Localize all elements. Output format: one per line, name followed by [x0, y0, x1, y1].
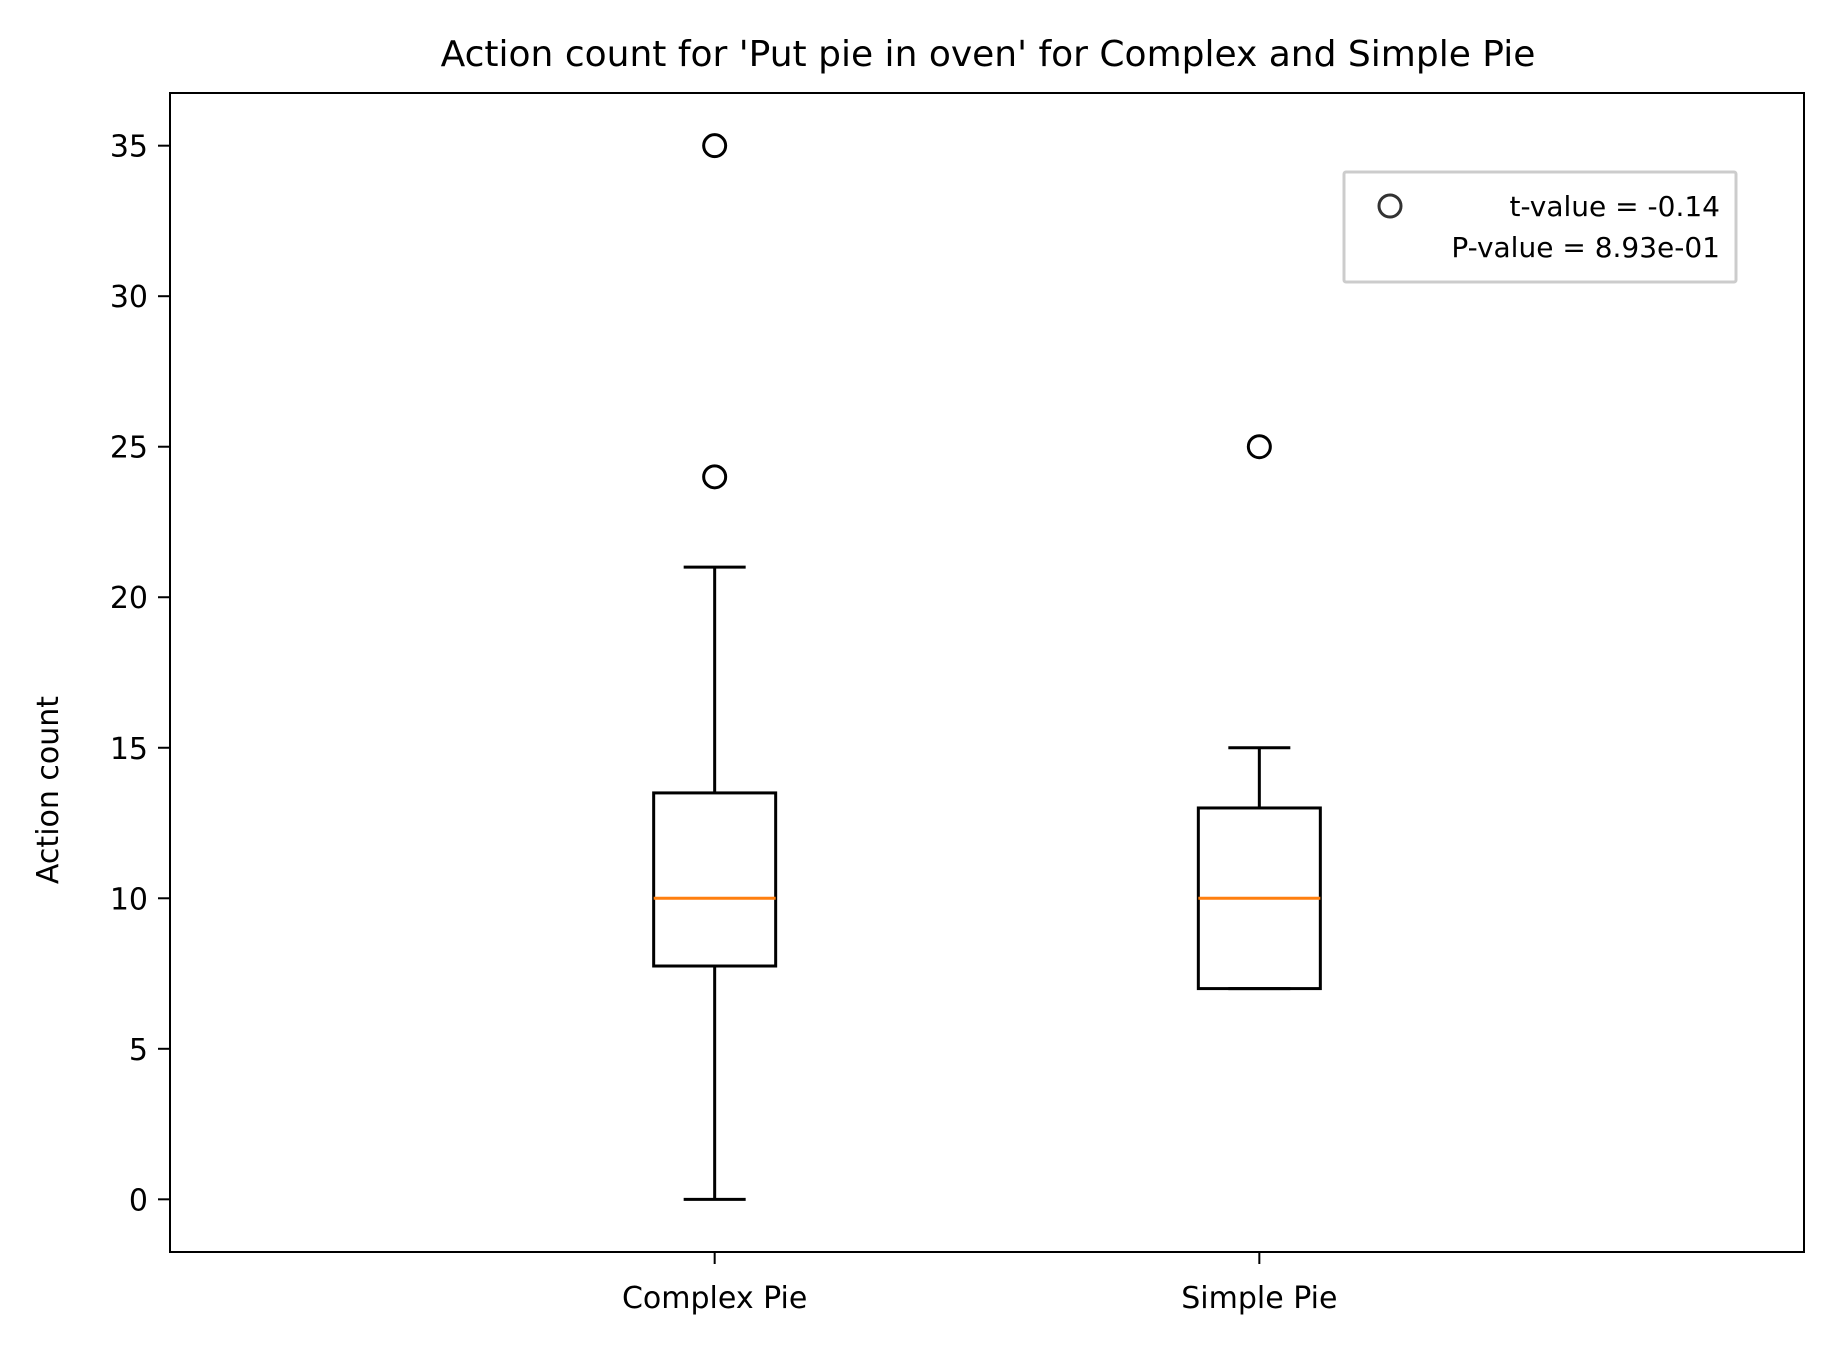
- box-complex-pie: [652, 133, 778, 1201]
- legend-marker-icon: [1377, 193, 1403, 219]
- outlier-point: [1246, 434, 1272, 460]
- box-iqr: [652, 791, 778, 968]
- chart-title: Action count for 'Put pie in oven' for C…: [441, 34, 1536, 75]
- x-tick-label: Simple Pie: [1181, 1281, 1337, 1316]
- x-tick-label: Complex Pie: [622, 1281, 807, 1316]
- y-axis: 0 5 10 15 20 25 30 35: [110, 130, 170, 1218]
- y-tick-label: 20: [110, 581, 148, 616]
- legend: t-value = -0.14 P-value = 8.93e-01: [1342, 170, 1738, 284]
- legend-p-value: P-value = 8.93e-01: [1451, 231, 1720, 264]
- y-tick-label: 15: [110, 732, 148, 767]
- box-simple-pie: [1196, 434, 1322, 991]
- y-tick-label: 5: [129, 1033, 148, 1068]
- y-tick-label: 35: [110, 130, 148, 165]
- plot-frame: [169, 92, 1805, 1253]
- box-series: [652, 133, 1322, 1201]
- legend-t-value: t-value = -0.14: [1509, 190, 1720, 223]
- outlier-point: [702, 464, 728, 490]
- y-tick-label: 0: [129, 1183, 148, 1218]
- x-axis: Complex Pie Simple Pie: [622, 1252, 1337, 1316]
- legend-frame: [1342, 170, 1738, 284]
- y-tick-label: 25: [110, 431, 148, 466]
- y-tick-label: 30: [110, 280, 148, 315]
- y-axis-label: Action count: [31, 696, 66, 884]
- outlier-point: [702, 133, 728, 159]
- y-tick-label: 10: [110, 882, 148, 917]
